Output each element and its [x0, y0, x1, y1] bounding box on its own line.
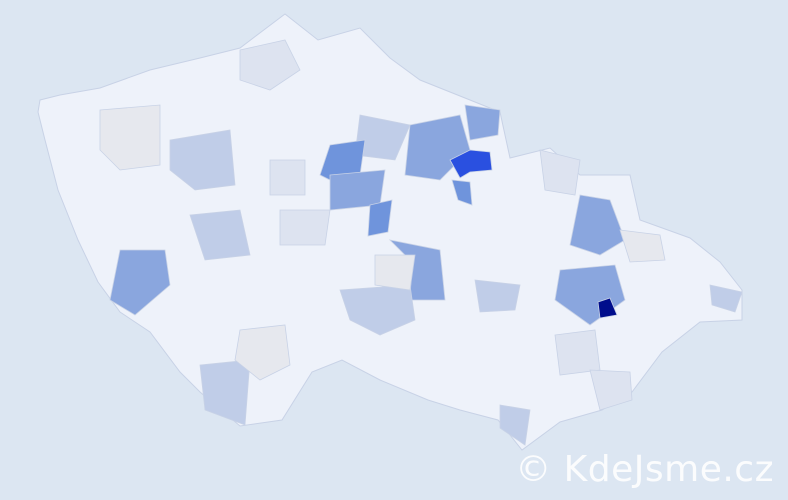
district-region — [109, 249, 171, 316]
district-region — [269, 159, 306, 196]
district-region — [99, 104, 161, 171]
district-region — [449, 149, 493, 179]
district-region — [279, 209, 331, 246]
district-region — [374, 254, 416, 291]
district-region — [709, 284, 743, 313]
district-region — [367, 199, 393, 237]
district-region — [189, 209, 251, 261]
district-region — [239, 39, 301, 91]
district-region — [554, 329, 601, 376]
district-region — [464, 104, 501, 141]
district-region — [619, 229, 666, 263]
district-region — [499, 404, 531, 446]
district-region — [451, 179, 473, 206]
districts — [99, 39, 743, 446]
district-region — [569, 194, 626, 256]
district-region — [199, 359, 251, 426]
district-region — [539, 149, 581, 196]
district-region — [474, 279, 521, 313]
district-region — [169, 129, 236, 191]
district-region — [234, 324, 291, 381]
district-region — [597, 297, 618, 319]
district-region — [589, 369, 633, 411]
watermark: © KdeJsme.cz — [515, 449, 774, 490]
